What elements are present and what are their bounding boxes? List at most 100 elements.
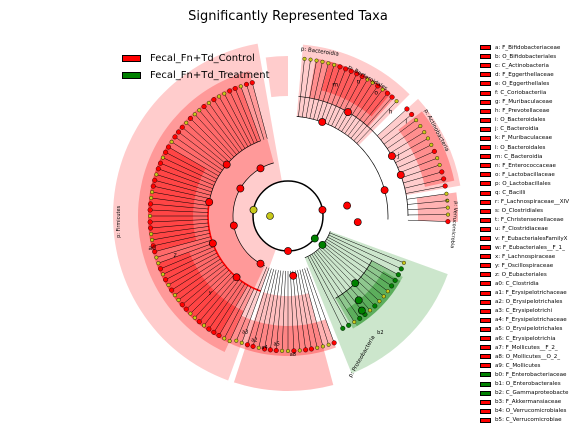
taxa-key-swatch bbox=[480, 372, 491, 378]
taxa-key-label: b0: F_Enterobacteriaceae bbox=[495, 371, 567, 378]
tree-leaf-node bbox=[201, 104, 207, 110]
tree-leaf-node bbox=[365, 77, 370, 82]
tree-leaf-node bbox=[150, 190, 155, 195]
tree-leaf-node bbox=[444, 191, 449, 196]
taxa-key-item: p: O_Lactobacillales bbox=[480, 179, 576, 188]
taxa-key-item: w: F_Eubacteriales__F_1_ bbox=[480, 243, 576, 252]
tree-leaf-node bbox=[445, 212, 450, 217]
tree-branch bbox=[404, 178, 444, 189]
clade-sector bbox=[398, 111, 455, 187]
tree-branch bbox=[171, 141, 221, 174]
tree-branch bbox=[320, 66, 341, 122]
taxa-key-label: l: O_Bacteroidales bbox=[495, 144, 546, 151]
tree-branch bbox=[153, 185, 210, 199]
tree-leaf-node bbox=[395, 272, 401, 278]
tree-leaf-node bbox=[147, 219, 153, 225]
tree-branch bbox=[399, 157, 438, 173]
clade-label: a3 bbox=[242, 329, 248, 335]
tree-branch bbox=[407, 207, 448, 210]
taxa-key-swatch bbox=[480, 281, 491, 287]
tree-leaf-node bbox=[227, 339, 232, 344]
taxa-key-swatch bbox=[480, 381, 491, 387]
tree-leaf-node bbox=[352, 320, 357, 325]
tree-branch bbox=[258, 269, 277, 348]
tree-branch bbox=[322, 244, 384, 297]
taxa-key-item: a1: F_Erysipelotrichaceae bbox=[480, 289, 576, 298]
clade-label: a2 bbox=[251, 338, 257, 344]
taxa-key-label: a5: O_Erysipelotrichales bbox=[495, 326, 563, 333]
taxa-key-label: t: F_Christensenellaceae bbox=[495, 217, 564, 224]
tree-internal-node bbox=[284, 247, 292, 255]
tree-branch bbox=[241, 267, 270, 343]
taxa-key-label: a3: C_Erysipelotrichi bbox=[495, 308, 553, 315]
taxa-key-label: b3: F_Akkermansiaceae bbox=[495, 399, 562, 406]
tree-leaf-node bbox=[380, 87, 385, 92]
tree-leaf-node bbox=[370, 80, 375, 85]
tree-branch bbox=[407, 219, 448, 222]
clade-sector bbox=[233, 292, 334, 391]
tree-internal-node bbox=[256, 259, 265, 268]
taxa-key-swatch bbox=[480, 199, 491, 205]
taxa-key-item: f: C_Coriobacteriia bbox=[480, 88, 576, 97]
tree-leaf-node bbox=[222, 336, 227, 341]
taxa-key-label: a: F_Bifidobacteriaceae bbox=[495, 44, 561, 51]
tree-internal-node bbox=[249, 206, 258, 214]
tree-branch bbox=[224, 286, 252, 339]
tree-internal-node bbox=[289, 271, 298, 280]
tree-leaf-node bbox=[308, 57, 313, 62]
taxa-key-item: b5: C_Verrucomicrobiae bbox=[480, 416, 576, 425]
tree-branch bbox=[338, 79, 368, 130]
taxa-key-label: e: O_Eggerthellales bbox=[495, 80, 550, 87]
taxa-key-swatch bbox=[480, 217, 491, 223]
tree-leaf-node bbox=[211, 329, 217, 335]
tree-leaf-node bbox=[394, 99, 399, 104]
taxa-key-item: n: F_Enterococcaceae bbox=[480, 161, 576, 170]
tree-internal-node bbox=[388, 152, 396, 160]
clade-label: a0 bbox=[148, 245, 156, 252]
tree-branch bbox=[224, 93, 252, 146]
tree-leaf-node bbox=[206, 326, 212, 332]
tree-branch bbox=[152, 229, 210, 241]
tree-leaf-node bbox=[256, 345, 261, 350]
clade-label: l bbox=[405, 119, 407, 126]
taxa-key-swatch bbox=[480, 254, 491, 260]
taxa-key-swatch bbox=[480, 317, 491, 323]
tree-leaf-node bbox=[381, 294, 386, 299]
tree-branch bbox=[328, 234, 402, 270]
tree-leaf-node bbox=[286, 349, 291, 354]
tree-leaf-node bbox=[425, 136, 430, 141]
tree-leaf-node bbox=[308, 346, 314, 352]
tree-leaf-node bbox=[165, 144, 171, 150]
tree-branch bbox=[203, 279, 240, 326]
legend-label-control: Fecal_Fn+Td_Control bbox=[150, 53, 255, 64]
taxa-key-label: b5: C_Verrucomicrobiae bbox=[495, 417, 562, 424]
tree-leaf-node bbox=[359, 73, 365, 79]
taxa-key-swatch bbox=[480, 345, 491, 351]
taxa-key-swatch bbox=[480, 208, 491, 214]
tree-branch bbox=[304, 268, 329, 345]
tree-branch bbox=[153, 233, 210, 247]
tree-leaf-node bbox=[211, 97, 217, 103]
tree-leaf-node bbox=[156, 261, 161, 266]
clade-label: z bbox=[174, 252, 177, 259]
taxa-key-item: a6: C_Erysipelotrichia bbox=[480, 334, 576, 343]
legend: Fecal_Fn+Td_Control Fecal_Fn+Td_Treatmen… bbox=[122, 50, 270, 84]
taxa-key-swatch bbox=[480, 263, 491, 269]
tree-internal-node bbox=[354, 296, 363, 305]
tree-leaf-node bbox=[418, 124, 423, 129]
clade-label: p: Verrucomicrobia bbox=[449, 201, 459, 249]
taxa-key-label: v: F_EubacterialesFamilyX bbox=[495, 235, 568, 242]
tree-leaf-node bbox=[404, 106, 410, 112]
taxa-key-item: q: C_Bacilli bbox=[480, 189, 576, 198]
tree-branch bbox=[341, 82, 373, 132]
tree-leaf-node bbox=[201, 323, 206, 328]
tree-leaf-node bbox=[389, 283, 395, 289]
taxa-key-swatch bbox=[480, 336, 491, 342]
tree-leaf-node bbox=[429, 142, 434, 147]
tree-branch bbox=[264, 270, 279, 349]
tree-leaf-node bbox=[331, 340, 337, 346]
tree-branch bbox=[168, 255, 219, 286]
tree-branch bbox=[380, 114, 412, 141]
taxa-key-swatch bbox=[480, 181, 491, 187]
taxa-key-label: q: C_Bacilli bbox=[495, 190, 526, 197]
